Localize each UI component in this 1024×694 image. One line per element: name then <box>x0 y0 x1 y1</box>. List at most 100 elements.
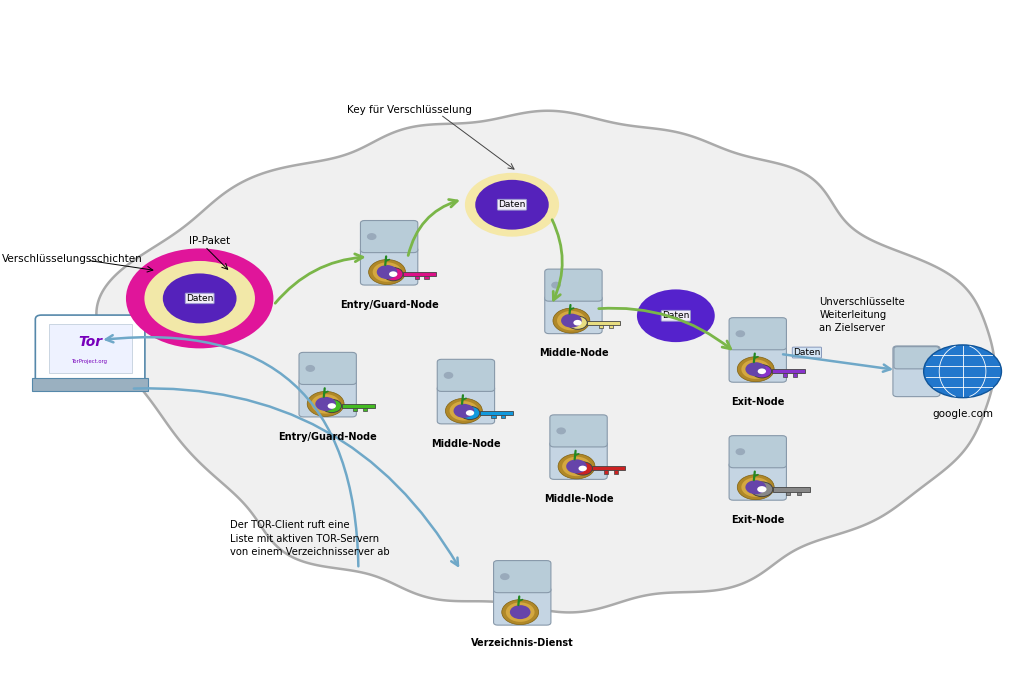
Bar <box>797 491 802 496</box>
Circle shape <box>562 457 591 476</box>
FancyBboxPatch shape <box>48 324 131 373</box>
Bar <box>794 373 798 377</box>
Circle shape <box>552 282 560 288</box>
Text: Daten: Daten <box>663 312 689 320</box>
Circle shape <box>737 475 774 500</box>
Circle shape <box>306 366 314 371</box>
Circle shape <box>736 449 744 455</box>
Bar <box>588 321 621 325</box>
Text: Daten: Daten <box>186 294 213 303</box>
Circle shape <box>444 373 453 378</box>
Circle shape <box>377 265 397 279</box>
FancyBboxPatch shape <box>299 379 356 417</box>
FancyBboxPatch shape <box>729 462 786 500</box>
Bar <box>593 466 626 471</box>
FancyBboxPatch shape <box>545 296 602 334</box>
Text: google.com: google.com <box>932 409 993 419</box>
Circle shape <box>573 320 582 325</box>
Bar <box>599 325 603 328</box>
Circle shape <box>502 600 539 625</box>
Circle shape <box>567 316 588 330</box>
FancyBboxPatch shape <box>894 346 939 369</box>
Text: Tor: Tor <box>78 335 102 348</box>
Circle shape <box>389 271 397 277</box>
Circle shape <box>741 359 770 379</box>
Circle shape <box>758 369 766 374</box>
FancyBboxPatch shape <box>550 441 607 480</box>
Circle shape <box>737 357 774 382</box>
Circle shape <box>126 248 273 348</box>
Circle shape <box>368 234 376 239</box>
Circle shape <box>757 486 767 493</box>
Bar <box>425 276 429 280</box>
Circle shape <box>745 480 766 494</box>
Circle shape <box>558 454 595 479</box>
Circle shape <box>566 459 587 473</box>
Bar <box>403 272 436 276</box>
Text: Middle-Node: Middle-Node <box>431 439 501 448</box>
Bar <box>785 491 791 496</box>
FancyBboxPatch shape <box>437 386 495 424</box>
Bar <box>415 276 419 280</box>
Bar <box>342 404 375 408</box>
FancyBboxPatch shape <box>360 221 418 253</box>
Circle shape <box>752 364 772 378</box>
FancyBboxPatch shape <box>545 269 602 301</box>
Text: Exit-Node: Exit-Node <box>731 397 784 407</box>
Polygon shape <box>96 111 994 612</box>
Circle shape <box>557 428 565 434</box>
Circle shape <box>510 605 530 619</box>
Circle shape <box>311 394 340 414</box>
Circle shape <box>460 406 480 420</box>
Text: Verschlüsselungsschichten: Verschlüsselungsschichten <box>2 254 142 264</box>
Circle shape <box>736 331 744 337</box>
Bar <box>772 369 805 373</box>
FancyBboxPatch shape <box>893 346 940 397</box>
Circle shape <box>466 410 474 416</box>
Text: Daten: Daten <box>499 201 525 209</box>
Text: Der TOR-Client ruft eine
Liste mit aktiven TOR-Servern
von einem Verzeichnisserv: Der TOR-Client ruft eine Liste mit aktiv… <box>230 520 390 557</box>
Circle shape <box>163 273 237 323</box>
FancyBboxPatch shape <box>494 587 551 625</box>
Circle shape <box>144 261 255 336</box>
Circle shape <box>369 260 406 285</box>
FancyBboxPatch shape <box>35 315 145 382</box>
Text: Key für Verschlüsselung: Key für Verschlüsselung <box>347 105 472 115</box>
Circle shape <box>315 397 336 411</box>
Circle shape <box>465 173 559 237</box>
Text: IP-Paket: IP-Paket <box>189 237 230 246</box>
Text: Middle-Node: Middle-Node <box>544 494 613 504</box>
Circle shape <box>553 308 590 333</box>
FancyBboxPatch shape <box>360 247 418 285</box>
Text: Exit-Node: Exit-Node <box>731 515 784 525</box>
Bar <box>32 378 148 391</box>
Bar <box>604 471 608 474</box>
Circle shape <box>307 391 344 416</box>
Circle shape <box>506 602 535 622</box>
Circle shape <box>450 401 478 421</box>
Circle shape <box>561 314 582 328</box>
Circle shape <box>454 404 474 418</box>
Text: Middle-Node: Middle-Node <box>539 348 608 358</box>
Circle shape <box>579 466 587 471</box>
Circle shape <box>383 267 403 281</box>
Bar <box>783 373 787 377</box>
Text: TorProject.org: TorProject.org <box>72 359 109 364</box>
FancyBboxPatch shape <box>550 415 607 447</box>
FancyBboxPatch shape <box>729 344 786 382</box>
Circle shape <box>745 362 766 376</box>
Circle shape <box>637 289 715 342</box>
Bar <box>614 471 618 474</box>
Circle shape <box>501 574 509 579</box>
Bar <box>609 325 613 328</box>
Circle shape <box>322 399 342 413</box>
Circle shape <box>557 311 586 330</box>
Text: Entry/Guard-Node: Entry/Guard-Node <box>340 300 438 310</box>
FancyBboxPatch shape <box>299 353 356 384</box>
Bar <box>364 408 368 412</box>
FancyBboxPatch shape <box>437 359 495 391</box>
Circle shape <box>924 345 1001 398</box>
Bar <box>773 487 810 491</box>
Circle shape <box>741 477 770 497</box>
Circle shape <box>445 398 482 423</box>
